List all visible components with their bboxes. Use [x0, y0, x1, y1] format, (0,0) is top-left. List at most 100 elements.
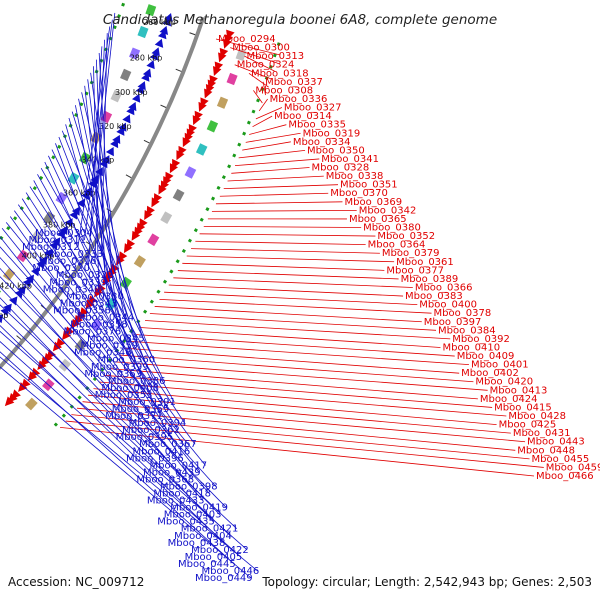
forward-gene-label: Mboo_0413 — [490, 385, 548, 396]
inner-track-border — [0, 0, 127, 243]
feature-box — [16, 249, 30, 263]
label-leader-line — [135, 334, 455, 357]
forward-gene-label: Mboo_0409 — [457, 351, 515, 362]
feature-box — [105, 297, 118, 311]
label-leader-line — [104, 374, 493, 408]
forward-gene-arrow — [85, 299, 95, 310]
forward-gene-label: Mboo_0448 — [517, 445, 575, 456]
feature-box — [216, 96, 229, 109]
label-leader-line — [5, 222, 206, 466]
label-leader-line — [164, 291, 418, 306]
forward-gene-label: Mboo_0366 — [415, 282, 473, 293]
reverse-gene-label: Mboo_0368 — [136, 474, 194, 485]
reverse-gene-label: Mboo_0363 — [84, 369, 142, 380]
reverse-gene-arrow — [142, 68, 152, 78]
reverse-gene-label: Mboo_0311 — [28, 235, 86, 246]
forward-gene-label: Mboo_0466 — [536, 471, 594, 482]
label-leader-line — [51, 149, 165, 382]
label-leader-line — [159, 298, 432, 314]
reverse-gene-arrow — [151, 47, 160, 57]
reverse-gene-arrow — [112, 134, 121, 145]
feature-box — [160, 211, 173, 224]
reverse-gene-arrow — [110, 138, 119, 149]
tick-mark — [63, 273, 70, 278]
forward-gene-label: Mboo_0327 — [284, 103, 342, 114]
reverse-gene-label: Mboo_0419 — [170, 503, 228, 514]
forward-gene-label: Mboo_0428 — [508, 411, 566, 422]
label-leader-line — [21, 198, 172, 438]
reverse-gene-label: Mboo_0405 — [185, 552, 243, 563]
forward-gene-arrow — [212, 65, 222, 76]
forward-gene-arrow — [131, 230, 141, 241]
reverse-gene-arrow — [131, 93, 141, 103]
reverse-gene-label: Mboo_0446 — [202, 566, 260, 577]
reverse-gene-label: Mboo_0396 — [126, 453, 184, 464]
label-leader-line — [0, 356, 258, 572]
forward-gene-label: Mboo_0369 — [344, 197, 402, 208]
reverse-gene-label: Mboo_0417 — [149, 460, 207, 471]
label-leader-line — [98, 52, 113, 276]
forward-gene-label: Mboo_0402 — [461, 368, 519, 379]
tick-label: 280 kbp — [130, 53, 163, 62]
forward-gene-label: Mboo_0314 — [274, 111, 332, 122]
reverse-gene-arrow — [122, 114, 131, 124]
label-leader-line — [29, 186, 186, 424]
reverse-gene-label: Mboo_0312 — [22, 242, 80, 253]
label-leader-line — [90, 72, 123, 297]
forward-gene-label: Mboo_0410 — [442, 342, 500, 353]
forward-gene-label: Mboo_0420 — [475, 377, 533, 388]
forward-gene-label: Mboo_0338 — [326, 171, 384, 182]
forward-gene-label: Mboo_0365 — [349, 214, 407, 225]
reverse-gene-arrow — [154, 38, 164, 48]
reverse-gene-arrow — [71, 206, 80, 216]
forward-gene-label: Mboo_0459 — [546, 462, 600, 473]
map-title: Candidatus Methanoregula boonei 6A8, com… — [103, 12, 497, 28]
label-leader-line — [95, 59, 106, 283]
tick-label: 320 kbp — [99, 122, 132, 131]
label-leader-line — [173, 277, 413, 288]
reverse-gene-arrow — [149, 51, 159, 61]
gene-labels: Mboo_0294Mboo_0300Mboo_0313Mboo_0324Mboo… — [0, 12, 600, 584]
reverse-gene-arrow — [105, 147, 114, 157]
feature-box — [147, 233, 160, 247]
label-leader-line — [0, 330, 248, 551]
label-leader-line — [249, 124, 287, 135]
label-leader-line — [244, 55, 275, 72]
label-leader-line — [130, 340, 469, 366]
label-leader-line — [0, 256, 210, 494]
label-leader-line — [81, 92, 134, 318]
topology-text: Topology: circular; Length: 2,542,943 bp… — [261, 575, 592, 589]
reverse-gene-label: Mboo_0339 — [49, 277, 107, 288]
feature-box — [133, 255, 146, 268]
reverse-gene-label: Mboo_0359 — [81, 341, 139, 352]
forward-gene-label: Mboo_0364 — [368, 240, 426, 251]
reverse-gene-label: Mboo_0330 — [66, 291, 124, 302]
forward-gene-label: Mboo_0431 — [513, 428, 571, 439]
label-leader-line — [0, 246, 217, 487]
reverse-gene-arrow — [135, 85, 144, 95]
forward-gene-label: Mboo_0415 — [494, 402, 552, 413]
forward-gene-arrow — [198, 101, 207, 112]
reverse-gene-arrow — [31, 267, 40, 277]
reverse-gene-label: Mboo_0367 — [139, 439, 197, 450]
label-leader-line — [0, 286, 221, 515]
backbone-circle — [0, 16, 206, 370]
label-leader-line — [114, 361, 488, 391]
forward-gene-arrow — [218, 52, 227, 63]
label-leader-line — [258, 98, 268, 112]
tick-label: 260 kbp — [143, 18, 176, 27]
forward-gene-label: Mboo_0370 — [330, 188, 388, 199]
reverse-gene-arrow — [164, 12, 173, 22]
forward-gene-label: Mboo_0300 — [232, 43, 290, 54]
label-leader-line — [227, 175, 324, 182]
label-leader-line — [44, 161, 152, 396]
forward-gene-label: Mboo_0308 — [255, 85, 313, 96]
reverse-gene-label: Mboo_0304 — [35, 228, 93, 239]
reverse-gene-arrow — [128, 101, 137, 112]
feature-box — [129, 47, 141, 60]
label-leader-line — [211, 209, 357, 212]
label-leader-line — [88, 394, 511, 434]
label-leader-line — [33, 180, 162, 417]
feature-box — [226, 72, 238, 86]
reverse-gene-label: Mboo_0398 — [160, 481, 218, 492]
